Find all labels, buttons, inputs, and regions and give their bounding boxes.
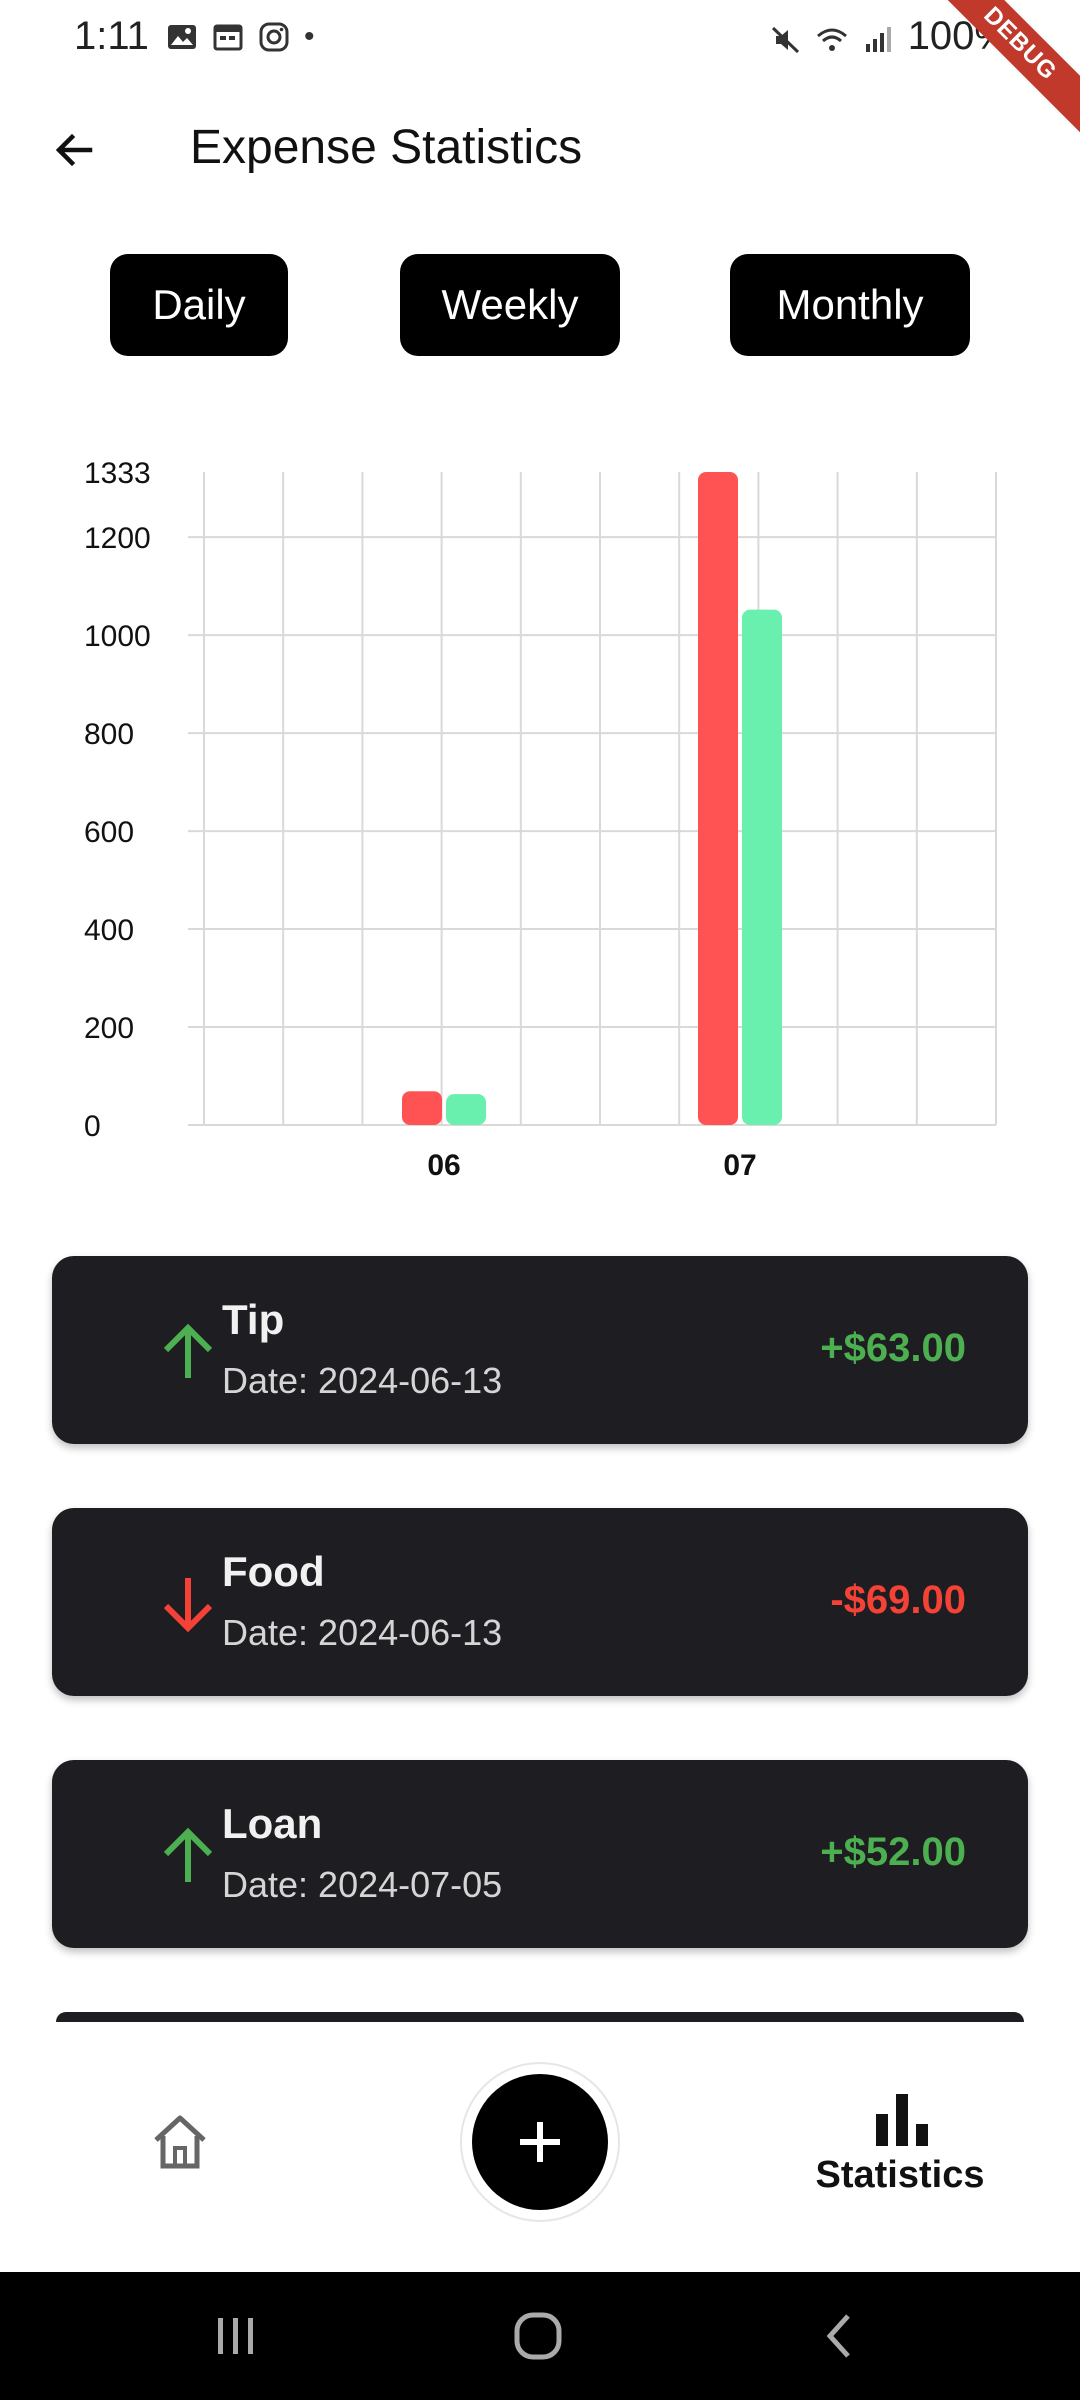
status-bar: 1:11 • 100% DEBUG — [0, 0, 1080, 151]
y-tick-label: 200 — [84, 1012, 134, 1045]
transaction-date: Date: 2024-06-13 — [222, 1612, 503, 1653]
signal-icon — [862, 21, 894, 53]
back-chevron-icon[interactable] — [810, 2306, 870, 2366]
arrow-left-icon — [55, 133, 93, 167]
nav-statistics-button[interactable]: Statistics — [800, 2092, 1000, 2212]
chart-bar — [742, 609, 782, 1125]
status-time: 1:11 — [74, 14, 149, 58]
mute-icon — [770, 21, 802, 53]
monthly-button[interactable]: Monthly — [730, 254, 970, 356]
status-dot: • — [304, 20, 315, 53]
transaction-title: Food — [222, 1548, 325, 1595]
transaction-amount: -$69.00 — [830, 1578, 966, 1622]
add-transaction-button[interactable] — [460, 2062, 620, 2222]
back-button[interactable] — [40, 120, 108, 180]
nav-home-button[interactable] — [148, 2110, 212, 2174]
transaction-date: Date: 2024-07-05 — [222, 1864, 503, 1905]
y-tick-label: 1000 — [84, 620, 151, 653]
transaction-card[interactable]: Loan Date: 2024-07-05 +$52.00 — [52, 1760, 1028, 1948]
transaction-card[interactable]: Tip Date: 2024-06-13 +$63.00 — [52, 1256, 1028, 1444]
x-tick-label: 07 — [723, 1149, 756, 1182]
chart-svg: 0 200 400 600 800 1000 1200 1333 06 07 — [84, 457, 997, 1182]
instagram-icon — [258, 21, 290, 53]
home-circle-icon[interactable] — [508, 2306, 568, 2366]
arrow-down-icon — [163, 1578, 213, 1633]
daily-button[interactable]: Daily — [110, 254, 288, 356]
page-title: Expense Statistics — [190, 121, 583, 174]
chart-bar — [698, 472, 738, 1125]
transaction-date: Date: 2024-06-13 — [222, 1360, 503, 1401]
add-fab[interactable] — [472, 2074, 608, 2210]
y-tick-label: 600 — [84, 816, 134, 849]
status-notification-icons: • — [166, 20, 315, 54]
transaction-amount: +$52.00 — [820, 1830, 966, 1874]
nav-statistics-label: Statistics — [815, 2154, 985, 2196]
transaction-title: Loan — [222, 1800, 323, 1847]
bar-chart-icon — [876, 2094, 928, 2146]
transaction-card-partial[interactable] — [56, 2012, 1024, 2022]
y-tick-label: 1333 — [84, 457, 151, 490]
y-tick-label: 0 — [84, 1110, 101, 1143]
gallery-icon — [166, 21, 198, 53]
transaction-card[interactable]: Food Date: 2024-06-13 -$69.00 — [52, 1508, 1028, 1696]
weekly-button[interactable]: Weekly — [400, 254, 620, 356]
y-tick-label: 1200 — [84, 522, 151, 555]
y-tick-label: 800 — [84, 718, 134, 751]
home-icon — [154, 2115, 206, 2169]
arrow-up-icon — [163, 1827, 213, 1882]
transaction-amount: +$63.00 — [820, 1326, 966, 1370]
app-bar: Expense Statistics — [0, 90, 1080, 210]
wifi-icon — [816, 21, 848, 53]
recents-icon[interactable] — [206, 2306, 266, 2366]
system-navigation-bar — [0, 2272, 1080, 2400]
plus-icon — [520, 2122, 560, 2162]
chart-bar — [446, 1094, 486, 1125]
x-tick-label: 06 — [427, 1149, 460, 1182]
calendar-icon — [212, 21, 244, 53]
transaction-title: Tip — [222, 1296, 285, 1343]
y-tick-label: 400 — [84, 914, 134, 947]
expense-bar-chart: 0 200 400 600 800 1000 1200 1333 06 07 — [60, 440, 1020, 1200]
bottom-navigation: Statistics — [0, 2022, 1080, 2272]
arrow-up-icon — [163, 1323, 213, 1378]
chart-bar — [402, 1091, 442, 1125]
